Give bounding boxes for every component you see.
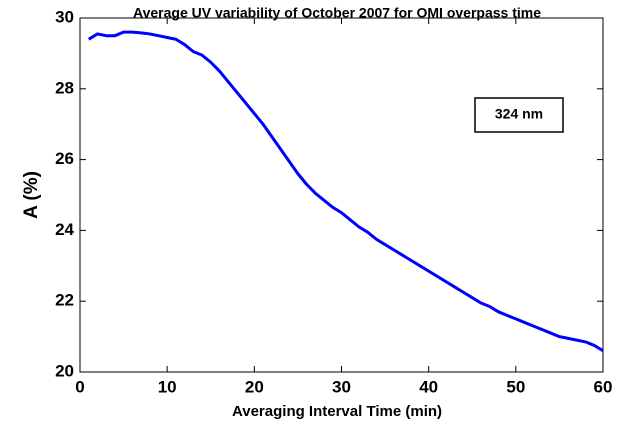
y-tick-label: 26 (55, 149, 74, 168)
x-tick-label: 0 (75, 377, 84, 396)
y-axis-label: A (%) (21, 171, 42, 219)
chart-title: Average UV variability of October 2007 f… (133, 5, 541, 21)
y-tick-label: 30 (55, 7, 74, 26)
x-tick-label: 40 (419, 377, 438, 396)
y-tick-label: 28 (55, 78, 74, 97)
plot-frame (79, 17, 604, 373)
x-axis-label: Averaging Interval Time (min) (232, 403, 442, 420)
annotation: 324 nm (495, 106, 543, 122)
annotation-box (474, 97, 564, 133)
x-tick-label: 20 (245, 377, 264, 396)
y-tick-label: 24 (55, 220, 74, 239)
x-tick-label: 10 (158, 377, 177, 396)
x-tick-label: 60 (594, 377, 613, 396)
y-tick-label: 20 (55, 361, 74, 380)
x-tick-label: 50 (506, 377, 525, 396)
line (87, 30, 604, 353)
x-tick-label: 30 (332, 377, 351, 396)
y-tick-label: 22 (55, 291, 74, 310)
